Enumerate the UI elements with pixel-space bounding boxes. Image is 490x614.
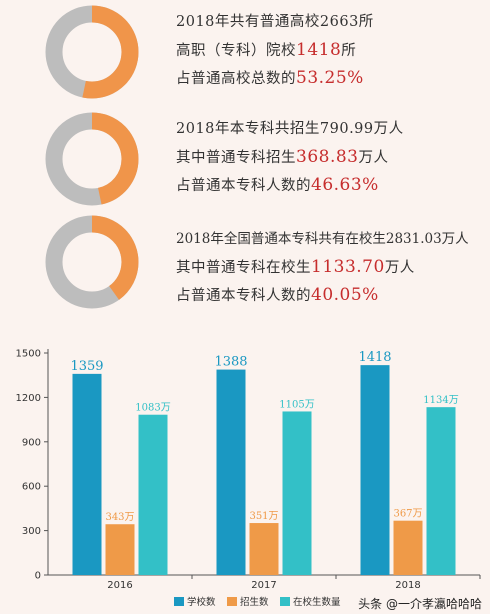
stat-highlight: 1133.70	[311, 257, 385, 277]
donut-chart-enrollment	[45, 112, 139, 206]
y-tick-label: 1200	[16, 393, 41, 404]
bar-data-label: 1359	[70, 359, 103, 374]
stat-block-enrollment: 2018年本专科共招生790.99万人 其中普通专科招生368.83万人 占普通…	[176, 115, 486, 199]
stat-block-schools: 2018年共有普通高校2663所 高职（专科）院校1418所 占普通高校总数的5…	[176, 8, 486, 92]
stat-highlight: 46.63%	[311, 175, 379, 195]
y-tick-label: 1500	[16, 349, 41, 360]
bar-data-label: 367万	[393, 509, 422, 520]
stat-line: 2018年共有普通高校2663所	[176, 14, 374, 30]
stat-block-students: 2018年全国普通本专科共有在校生2831.03万人 其中普通专科在校生1133…	[176, 225, 486, 309]
bar-在校生数量	[426, 407, 456, 575]
bar-学校数	[216, 369, 246, 575]
donut-chart-school	[45, 5, 139, 99]
x-tick-label: 2018	[395, 580, 420, 591]
y-tick-label: 300	[22, 526, 41, 537]
bar-招生数	[105, 524, 135, 575]
bar-在校生数量	[282, 411, 312, 575]
bar-chart: 0 300 600 900 1200 1500 2016 1359 343万 1083万 2017 1…	[16, 349, 481, 608]
stat-text: 万人	[384, 260, 415, 276]
stat-highlight: 368.83	[296, 147, 359, 167]
stat-text: 其中普通专科招生	[176, 150, 296, 166]
stat-line: 2018年全国普通本专科共有在校生2831.03万人	[176, 231, 469, 247]
stat-highlight: 53.25%	[296, 68, 364, 88]
legend-label: 招生数	[240, 596, 269, 608]
bar-data-label: 351万	[249, 511, 278, 522]
stat-text: 占普通本专科人数的	[176, 288, 311, 304]
donut-share-arc	[45, 215, 139, 309]
stat-text: 其中普通专科在校生	[176, 260, 311, 276]
stat-line: 2018年本专科共招生790.99万人	[176, 121, 404, 137]
stat-text: 高职（专科）院校	[176, 43, 296, 59]
legend-swatch	[227, 597, 237, 606]
legend-label: 在校生数量	[293, 596, 341, 608]
watermark: 头条 @一介孝瀛哈哈哈	[358, 597, 482, 611]
y-tick-label: 900	[22, 437, 41, 448]
bar-data-label: 1388	[214, 355, 247, 370]
bar-学校数	[72, 373, 102, 575]
stat-line: 高职（专科）院校1418所	[176, 36, 486, 64]
bar-招生数	[393, 520, 423, 575]
bar-招生数	[249, 523, 279, 575]
bar-data-label: 1134万	[423, 395, 458, 406]
donut-share-arc	[45, 5, 139, 99]
stat-text: 所	[341, 43, 357, 59]
donut-chart-students	[45, 215, 139, 309]
stat-text: 占普通本专科人数的	[176, 178, 311, 194]
stat-line: 占普通本专科人数的40.05%	[176, 281, 486, 309]
legend-swatch	[280, 597, 290, 606]
stat-line: 其中普通专科招生368.83万人	[176, 143, 486, 171]
y-tick-label: 600	[22, 482, 41, 493]
donut-share-arc	[45, 112, 139, 206]
bar-data-label: 1418	[358, 350, 391, 365]
bar-data-label: 1083万	[135, 403, 170, 414]
bar-在校生数量	[138, 414, 168, 575]
bar-data-label: 343万	[105, 512, 134, 523]
legend-label: 学校数	[187, 596, 216, 608]
x-tick-label: 2017	[251, 580, 276, 591]
legend-swatch	[174, 597, 184, 606]
stat-line: 其中普通专科在校生1133.70万人	[176, 253, 486, 281]
bar-data-label: 1105万	[279, 399, 314, 410]
stat-text: 万人	[358, 150, 389, 166]
stat-highlight: 40.05%	[311, 285, 379, 305]
y-tick-label: 0	[35, 571, 41, 582]
bar-学校数	[360, 365, 390, 575]
stat-line: 占普通高校总数的53.25%	[176, 64, 486, 92]
stat-line: 占普通本专科人数的46.63%	[176, 171, 486, 199]
x-tick-label: 2016	[107, 580, 132, 591]
stat-highlight: 1418	[296, 40, 342, 60]
stat-text: 占普通高校总数的	[176, 71, 296, 87]
